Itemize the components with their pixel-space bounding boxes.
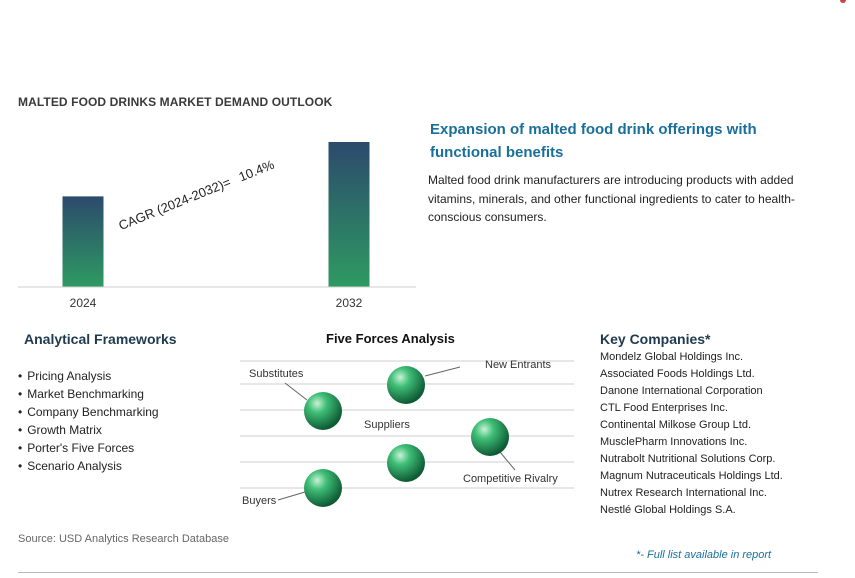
list-item: Continental Milkose Group Ltd. xyxy=(600,419,752,431)
force-ball-buyers xyxy=(304,469,342,507)
list-item: Mondelz Global Holdings Inc. xyxy=(600,351,744,363)
list-item: Growth Matrix xyxy=(18,421,159,439)
list-item: Nutrabolt Nutritional Solutions Corp. xyxy=(600,453,776,465)
companies-footnote: *- Full list available in report xyxy=(636,549,772,561)
force-connectors xyxy=(277,366,516,501)
force-label-suppliers: Suppliers xyxy=(364,419,410,431)
list-item: CTL Food Enterprises Inc. xyxy=(600,402,728,414)
list-item: Market Benchmarking xyxy=(18,385,159,403)
key-companies-title: Key Companies* xyxy=(600,331,711,347)
list-item: Nestlé Global Holdings S.A. xyxy=(600,504,736,516)
list-item: Company Benchmarking xyxy=(18,403,158,421)
highlight-description: Malted food drink manufacturers are intr… xyxy=(428,173,795,224)
force-label-competitive-rivalry: Competitive Rivalry xyxy=(463,473,558,485)
key-companies-list: Mondelz Global Holdings Inc. Associated … xyxy=(600,349,783,519)
chart-title: MALTED FOOD DRINKS MARKET DEMAND OUTLOOK xyxy=(18,95,333,109)
highlight-headline: Expansion of malted food drink offerings… xyxy=(430,121,757,161)
list-item: Associated Foods Holdings Ltd. xyxy=(600,368,755,380)
list-item: MusclePharm Innovations Inc. xyxy=(600,436,748,448)
five-forces-title: Five Forces Analysis xyxy=(326,331,455,346)
force-label-substitutes: Substitutes xyxy=(249,368,304,380)
frameworks-list: Pricing Analysis Market Benchmarking Com… xyxy=(18,367,159,475)
force-ball-new-entrants xyxy=(387,366,425,404)
bar-2032 xyxy=(328,142,370,287)
force-ball-suppliers xyxy=(387,444,425,482)
list-item: Scenario Analysis xyxy=(18,457,159,475)
x-tick-label: 2024 xyxy=(70,296,97,310)
list-item: Nutrex Research International Inc. xyxy=(600,487,767,499)
force-ball-rivalry xyxy=(471,418,509,456)
list-item: Danone International Corporation xyxy=(600,385,763,397)
bottom-divider xyxy=(18,572,818,573)
list-item: Porter's Five Forces xyxy=(18,439,159,457)
force-label-buyers: Buyers xyxy=(242,495,277,507)
force-ball-substitutes xyxy=(304,392,342,430)
source-note: Source: USD Analytics Research Database xyxy=(18,533,229,545)
list-item: Magnum Nutraceuticals Holdings Ltd. xyxy=(600,470,783,482)
corner-dot xyxy=(840,0,846,3)
x-tick-label: 2032 xyxy=(336,296,363,310)
bar-2024 xyxy=(62,196,104,287)
frameworks-title: Analytical Frameworks xyxy=(24,331,177,347)
force-label-new-entrants: New Entrants xyxy=(485,359,552,371)
list-item: Pricing Analysis xyxy=(18,367,159,385)
